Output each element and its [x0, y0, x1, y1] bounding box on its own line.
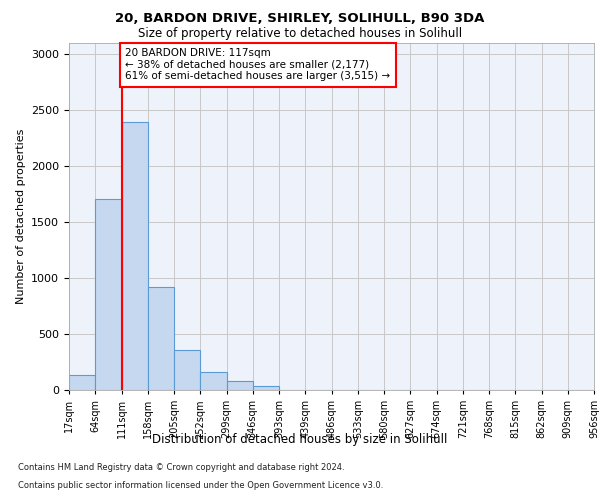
Bar	[227, 381, 253, 390]
Text: 20 BARDON DRIVE: 117sqm
← 38% of detached houses are smaller (2,177)
61% of semi: 20 BARDON DRIVE: 117sqm ← 38% of detache…	[125, 48, 391, 82]
Bar	[95, 200, 121, 390]
Bar	[200, 372, 227, 390]
Text: Size of property relative to detached houses in Solihull: Size of property relative to detached ho…	[138, 28, 462, 40]
Bar	[253, 386, 279, 390]
Bar	[174, 350, 200, 390]
Text: Contains public sector information licensed under the Open Government Licence v3: Contains public sector information licen…	[18, 481, 383, 490]
Text: 20, BARDON DRIVE, SHIRLEY, SOLIHULL, B90 3DA: 20, BARDON DRIVE, SHIRLEY, SOLIHULL, B90…	[115, 12, 485, 26]
Bar	[121, 122, 148, 390]
Text: Contains HM Land Registry data © Crown copyright and database right 2024.: Contains HM Land Registry data © Crown c…	[18, 464, 344, 472]
Bar	[148, 287, 174, 390]
Bar	[69, 376, 95, 390]
Text: Distribution of detached houses by size in Solihull: Distribution of detached houses by size …	[152, 432, 448, 446]
Y-axis label: Number of detached properties: Number of detached properties	[16, 128, 26, 304]
